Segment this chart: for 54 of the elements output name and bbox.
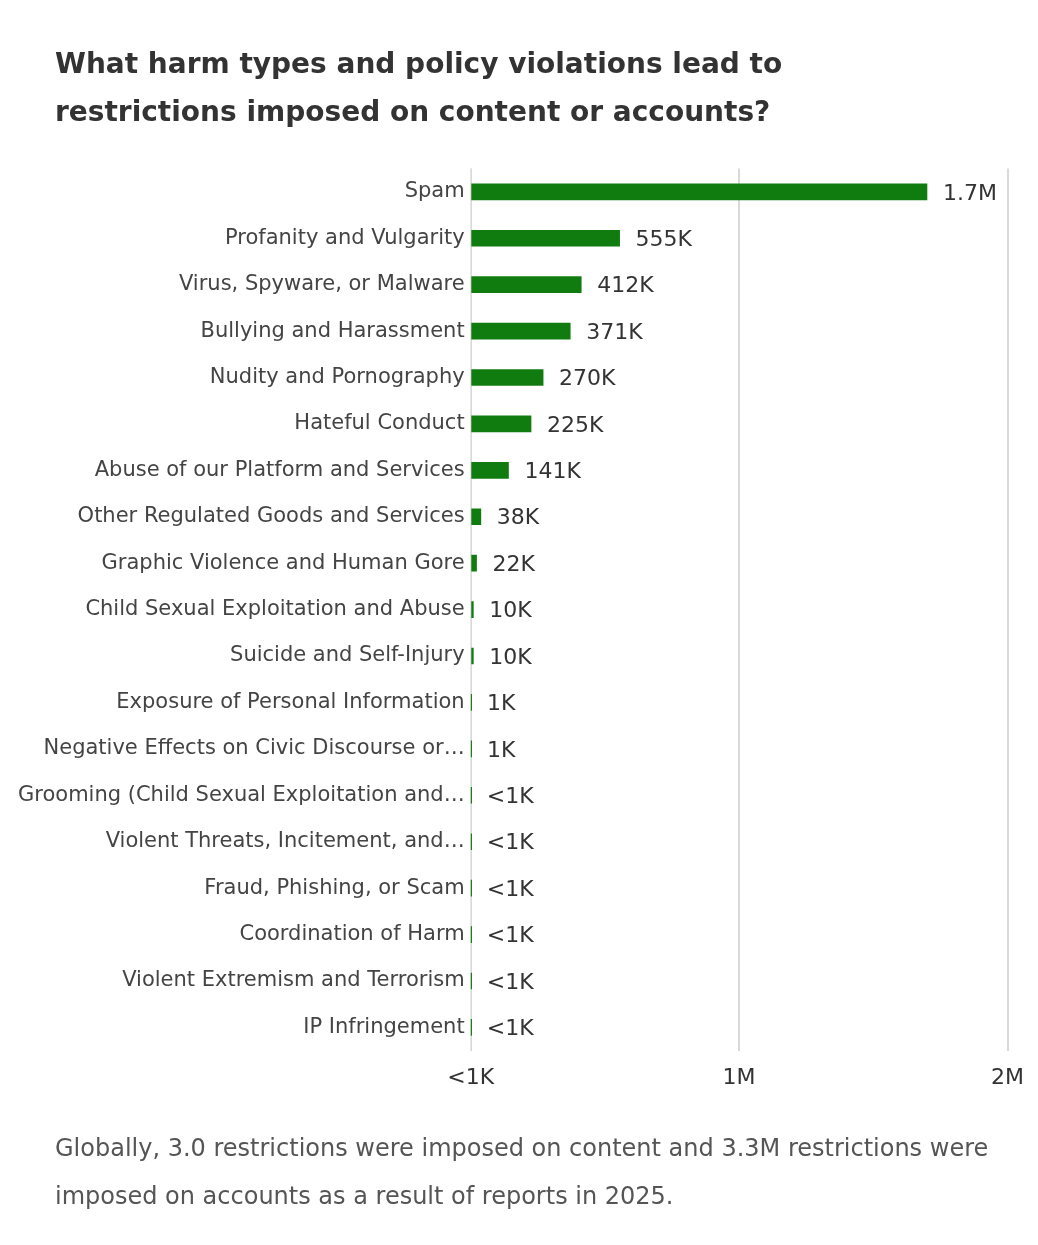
data-label: 22K (492, 550, 536, 576)
y-tick-label: Abuse of our Platform and Services (94, 456, 465, 481)
y-tick-label: Coordination of Harm (239, 921, 465, 945)
y-tick-label: Violent Extremism and Terrorism (122, 967, 465, 992)
bar (471, 415, 532, 433)
bar (471, 229, 620, 247)
y-tick-label: Fraud, Phishing, or Scam (204, 874, 465, 899)
data-label: 1K (486, 690, 516, 716)
bar (471, 276, 582, 293)
data-label: <1K (486, 968, 535, 994)
data-label: <1K (486, 922, 535, 948)
data-label: 412K (597, 272, 655, 298)
y-tick-label: Negative Effects on Civic Discourse or… (43, 735, 465, 760)
y-tick-label: Profanity and Vulgarity (224, 224, 465, 249)
x-tick-label: <1K (447, 1063, 495, 1089)
y-tick-label: Virus, Spyware, or Malware (178, 271, 465, 296)
bar (471, 554, 477, 572)
data-label: <1K (486, 829, 535, 855)
y-tick-label: Violent Threats, Incitement, and… (105, 828, 465, 853)
data-label: 38K (496, 504, 540, 530)
data-label: 10K (489, 597, 533, 623)
bar (471, 508, 482, 526)
bar (471, 322, 571, 340)
bar (471, 601, 474, 618)
data-label: <1K (486, 875, 535, 901)
data-label: 1.7M (942, 179, 997, 205)
data-label: 270K (559, 365, 617, 391)
data-label: 225K (547, 411, 605, 437)
text: Globally, 3.0 restrictions were imposed on content and 3.3M restrictions were imposed on accounts as a result of reports in 2025. (55, 1133, 990, 1212)
x-tick-label: 2M (991, 1063, 1024, 1089)
data-label: 10K (489, 643, 533, 669)
bar (471, 647, 474, 665)
bar (471, 462, 509, 479)
y-tick-label: Graphic Violence and Human Gore (101, 549, 465, 574)
y-tick-label: Child Sexual Exploitation and Abuse (85, 596, 465, 621)
data-label: 1K (486, 736, 516, 762)
data-label: 555K (635, 225, 693, 251)
chart-title: What harm types and policy violations lead to restrictions imposed on content or accounts? (55, 46, 784, 130)
y-tick-label: Other Regulated Goods and Services (77, 503, 465, 528)
bar (471, 369, 544, 386)
y-tick-label: Exposure of Personal Information (116, 688, 465, 713)
data-label: <1K (486, 1015, 535, 1041)
y-tick-label: Bullying and Harassment (200, 317, 465, 342)
y-tick-label: Nudity and Pornography (209, 363, 465, 388)
y-tick-label: Hateful Conduct (294, 410, 465, 435)
data-label: 371K (586, 318, 644, 344)
y-tick-label: Suicide and Self-Injury (230, 642, 465, 667)
x-tick-label: 1M (722, 1063, 756, 1089)
y-tick-label: IP Infringement (303, 1013, 465, 1038)
bar (471, 183, 928, 201)
y-tick-label: Spam (404, 178, 465, 203)
y-tick-label: Grooming (Child Sexual Exploitation and… (18, 781, 465, 806)
data-label: <1K (486, 783, 535, 808)
data-label: 141K (524, 458, 582, 484)
